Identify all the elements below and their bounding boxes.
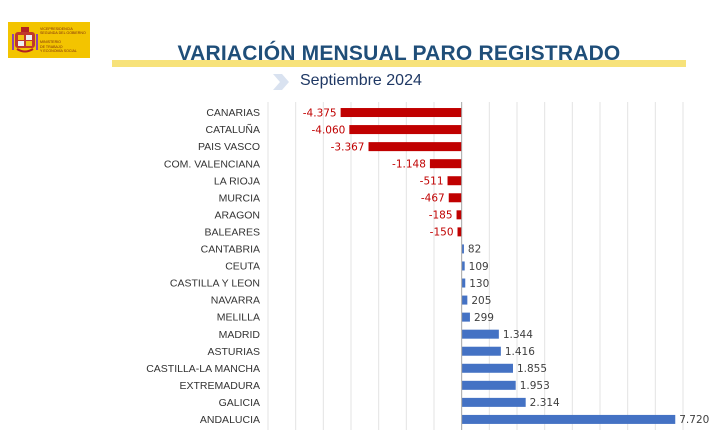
coat-of-arms-icon [12, 27, 38, 53]
title-underline-bar [112, 60, 686, 67]
value-label: -3.367 [331, 141, 365, 153]
chart-subtitle: Septiembre 2024 [300, 72, 422, 89]
category-label: CANARIAS [206, 107, 260, 119]
logo-text-line: DE TRABAJO [40, 44, 63, 49]
value-label: -1.148 [392, 158, 426, 170]
bar [456, 210, 462, 220]
category-label: CANTABRIA [201, 244, 260, 256]
value-label: 7.720 [679, 414, 709, 426]
category-label: PAIS VASCO [198, 141, 260, 153]
category-label: GALICIA [219, 397, 260, 409]
bar [461, 244, 464, 254]
category-label: EXTREMADURA [179, 380, 260, 392]
category-label: ANDALUCIA [200, 414, 260, 426]
value-label: -4.375 [303, 107, 337, 119]
bar [457, 227, 462, 237]
bar [461, 329, 499, 339]
bar [461, 363, 513, 373]
category-label: COM. VALENCIANA [164, 158, 260, 170]
bar [448, 193, 462, 203]
bar [461, 312, 470, 322]
value-label: 1.855 [517, 363, 547, 375]
category-label: MELILLA [217, 312, 260, 324]
category-label: MADRID [219, 329, 261, 341]
category-label: CASTILLA Y LEON [170, 278, 260, 290]
value-label: 2.314 [530, 397, 560, 409]
bar [461, 295, 468, 305]
category-label: ARAGON [214, 209, 260, 221]
value-label: 299 [474, 312, 494, 324]
government-logo: VICEPRESIDENCIA SEGUNDA DEL GOBIERNO MIN… [8, 22, 90, 58]
value-label: 130 [469, 278, 489, 290]
value-label: 205 [471, 295, 491, 307]
bar [461, 278, 466, 288]
value-label: -185 [429, 210, 453, 222]
bar [349, 125, 462, 135]
category-label: CEUTA [225, 261, 260, 273]
value-label: 82 [468, 244, 481, 256]
category-label: LA RIOJA [214, 175, 260, 187]
bar [461, 380, 516, 390]
logo-text-line: SEGUNDA DEL GOBIERNO [40, 31, 86, 36]
logo-text: VICEPRESIDENCIA SEGUNDA DEL GOBIERNO MIN… [40, 27, 86, 53]
category-label: NAVARRA [211, 295, 260, 307]
category-label: CASTILLA-LA MANCHA [146, 363, 260, 375]
value-label: 1.953 [520, 380, 550, 392]
bar [461, 261, 465, 271]
value-label: -511 [420, 176, 444, 188]
value-label: -467 [421, 193, 445, 205]
bar [340, 108, 462, 118]
category-label: BALEARES [205, 226, 260, 238]
value-label: 109 [469, 261, 489, 273]
bar [461, 397, 526, 407]
bar [429, 159, 462, 169]
value-label: 1.416 [505, 346, 535, 358]
category-label: CATALUÑA [206, 123, 260, 136]
chevron-right-icon [273, 74, 289, 90]
logo-text-line: VICEPRESIDENCIA [40, 27, 73, 31]
category-label: MURCIA [219, 192, 260, 204]
value-label: -4.060 [311, 124, 345, 136]
bar [368, 142, 462, 152]
value-label: 1.344 [503, 329, 533, 341]
chart-title: VARIACIÓN MENSUAL PARO REGISTRADO [177, 42, 621, 65]
bar [461, 346, 501, 356]
category-label: ASTURIAS [207, 346, 260, 358]
bar [447, 176, 462, 186]
value-label: -150 [430, 227, 454, 239]
logo-text-line: MINISTERIO [40, 40, 61, 45]
logo-text-line: Y ECONOMÍA SOCIAL [40, 49, 77, 54]
bar [461, 414, 676, 424]
